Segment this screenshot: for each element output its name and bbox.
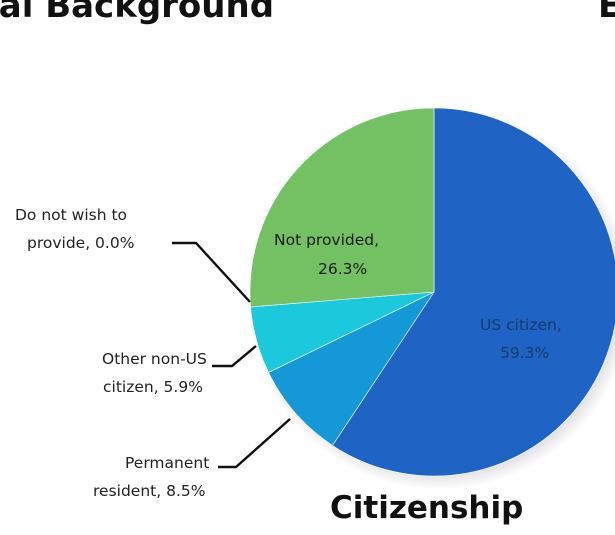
adjacent-heading-fragment: E bbox=[598, 0, 615, 26]
label-not-provided-line1: Not provided, bbox=[274, 231, 379, 249]
chart-title: Citizenship bbox=[330, 490, 524, 526]
pie-slice-np bbox=[249, 107, 435, 308]
section-heading: ral Background bbox=[0, 0, 275, 26]
label-us-citizen-line1: US citizen, bbox=[480, 316, 562, 334]
pie-slice-perm bbox=[268, 291, 435, 446]
leader-line-other-non-us bbox=[212, 345, 257, 368]
label-do-not-wish-line1: Do not wish to bbox=[15, 206, 127, 224]
label-us-citizen-line2: 59.3% bbox=[500, 344, 549, 362]
leader-line-do-not-wish bbox=[172, 241, 251, 303]
label-permanent-resident-line1: Permanent bbox=[125, 454, 209, 472]
pie-slice-us bbox=[332, 107, 615, 477]
label-do-not-wish-line2: provide, 0.0% bbox=[27, 234, 134, 252]
label-permanent-resident-line2: resident, 8.5% bbox=[93, 482, 205, 500]
label-other-non-us-line1: Other non-US bbox=[102, 350, 207, 368]
label-other-non-us-line2: citizen, 5.9% bbox=[103, 378, 203, 396]
label-not-provided-line2: 26.3% bbox=[318, 260, 367, 278]
leader-line-permanent-resident bbox=[218, 418, 291, 469]
